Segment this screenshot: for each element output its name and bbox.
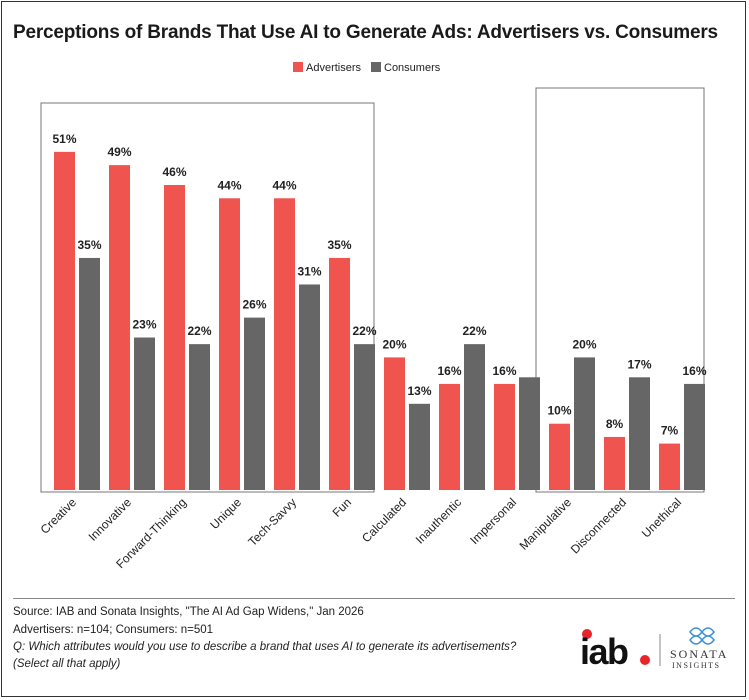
data-label: 10% — [547, 404, 571, 418]
svg-text:iab: iab — [580, 631, 628, 672]
bar-advertisers — [384, 357, 405, 490]
bar-advertisers — [659, 443, 680, 490]
bar-consumers — [244, 317, 265, 490]
iab-logo: iab — [580, 629, 650, 672]
data-label: 22% — [187, 324, 211, 338]
data-label: 22% — [352, 324, 376, 338]
data-label: 8% — [606, 417, 624, 431]
data-label: 44% — [217, 178, 241, 192]
category-label: Unethical — [639, 495, 684, 540]
bar-advertisers — [604, 436, 625, 490]
bar-consumers — [574, 357, 595, 490]
bar-consumers — [299, 284, 320, 490]
category-label: Impersonal — [467, 495, 519, 547]
note-text: (Select all that apply) — [13, 658, 121, 670]
bar-chart: Advertisers Consumers 51% 35% Creative 49% 23%… — [38, 62, 707, 571]
data-label: 16% — [682, 364, 706, 378]
bar-advertisers — [549, 423, 570, 490]
data-label: 31% — [297, 264, 321, 278]
bar-advertisers — [109, 165, 130, 490]
logos: iab SONATA INSIGHTS — [580, 627, 728, 672]
category-label: Tech-Savvy — [245, 495, 299, 549]
svg-text:INSIGHTS: INSIGHTS — [672, 661, 720, 670]
data-label: 16% — [437, 364, 461, 378]
legend-label: Consumers — [384, 62, 441, 74]
bar-consumers — [519, 377, 540, 490]
bar-consumers — [464, 344, 485, 490]
bar-advertisers — [329, 257, 350, 490]
bar-advertisers — [439, 383, 460, 490]
data-label: 20% — [382, 337, 406, 351]
category-label: Fun — [330, 495, 355, 520]
data-label: 13% — [407, 384, 431, 398]
data-label: 49% — [107, 145, 131, 159]
sonata-insights-logo: SONATA INSIGHTS — [670, 627, 728, 670]
data-label: 22% — [462, 324, 486, 338]
data-label: 17% — [627, 357, 651, 371]
data-label: 16% — [492, 364, 516, 378]
bar-consumers — [79, 257, 100, 490]
data-label: 7% — [661, 424, 679, 438]
bar-consumers — [189, 344, 210, 490]
data-label: 35% — [327, 238, 351, 252]
legend-swatch-advertisers — [293, 62, 303, 72]
highlight-box — [535, 87, 705, 493]
data-label: 26% — [242, 298, 266, 312]
category-label: Unique — [207, 495, 244, 532]
bar-consumers — [354, 344, 375, 490]
svg-text:SONATA: SONATA — [670, 647, 728, 661]
bar-advertisers — [274, 198, 295, 490]
legend-swatch-consumers — [371, 62, 381, 72]
category-label: Creative — [38, 495, 80, 537]
data-label: 35% — [77, 238, 101, 252]
data-label: 20% — [572, 337, 596, 351]
bar-consumers — [409, 403, 430, 490]
data-label: 23% — [132, 318, 156, 332]
highlight-box — [40, 102, 375, 493]
sample-text: Advertisers: n=104; Consumers: n=501 — [13, 624, 214, 636]
bar-advertisers — [164, 185, 185, 490]
data-label: 46% — [162, 165, 186, 179]
data-label: 51% — [52, 132, 76, 146]
bar-consumers — [684, 383, 705, 490]
category-label: Manipulative — [517, 495, 575, 553]
footer-divider — [13, 598, 735, 599]
data-label: 44% — [272, 178, 296, 192]
category-label: Disconnected — [568, 495, 629, 556]
category-label: Inauthentic — [413, 495, 464, 546]
source-text: Source: IAB and Sonata Insights, "The AI… — [13, 606, 364, 618]
bar-advertisers — [54, 151, 75, 490]
bar-consumers — [134, 337, 155, 490]
bar-consumers — [629, 377, 650, 490]
category-label: Innovative — [86, 495, 135, 544]
question-text: Q: Which attributes would you use to des… — [13, 641, 517, 653]
bar-advertisers — [494, 383, 515, 490]
chart-title: Perceptions of Brands That Use AI to Gen… — [13, 22, 718, 43]
legend-label: Advertisers — [306, 62, 362, 74]
bar-advertisers — [219, 198, 240, 490]
category-label: Calculated — [359, 495, 409, 545]
